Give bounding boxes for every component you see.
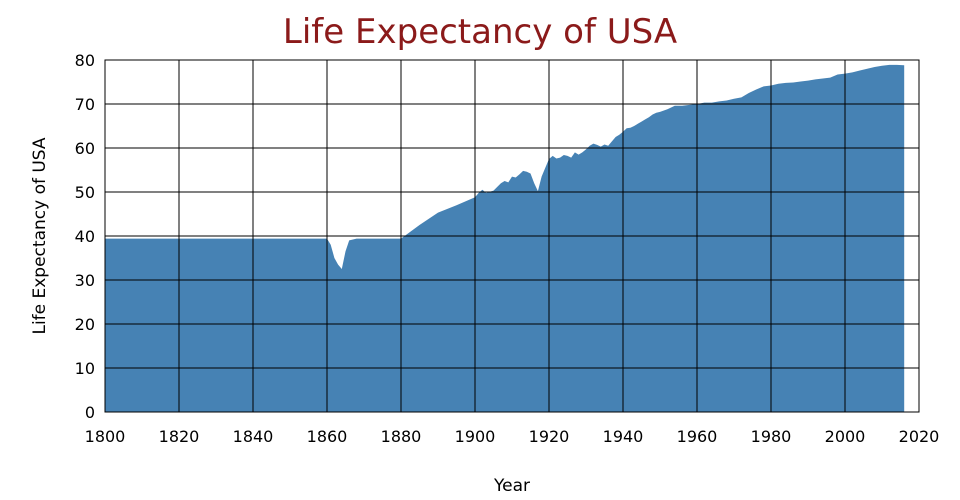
y-tick-label-20: 20: [75, 315, 95, 334]
y-axis-label: Life Expectancy of USA: [30, 137, 50, 334]
x-tick-label-1960: 1960: [677, 427, 718, 446]
x-tick-label-1900: 1900: [455, 427, 496, 446]
y-tick-label-60: 60: [75, 139, 95, 158]
x-tick-label-1820: 1820: [159, 427, 200, 446]
x-tick-label-1940: 1940: [603, 427, 644, 446]
x-tick-label-1860: 1860: [307, 427, 348, 446]
x-tick-label-1880: 1880: [381, 427, 422, 446]
area-layer: [105, 64, 905, 412]
y-tick-label-10: 10: [75, 359, 95, 378]
y-tick-label-40: 40: [75, 227, 95, 246]
x-axis-label: Year: [493, 476, 530, 496]
chart-title: Life Expectancy of USA: [283, 12, 677, 52]
x-tick-label-1980: 1980: [751, 427, 792, 446]
y-tick-label-80: 80: [75, 51, 95, 70]
x-tick-label-1840: 1840: [233, 427, 274, 446]
life-expectancy-area: [105, 64, 905, 412]
y-tick-label-70: 70: [75, 95, 95, 114]
plot-frame: [104, 59, 920, 413]
x-tick-label-2000: 2000: [825, 427, 866, 446]
y-tick-label-0: 0: [85, 403, 95, 422]
x-axis: 1800 1820 1840 1860 1880 1900 1920 1940 1960 1980…: [85, 427, 940, 446]
y-tick-label-30: 30: [75, 271, 95, 290]
y-tick-label-50: 50: [75, 183, 95, 202]
x-tick-label-2020: 2020: [899, 427, 940, 446]
y-axis: 0 10 20 30 40 50 60 70 80: [75, 51, 95, 422]
x-tick-label-1800: 1800: [85, 427, 126, 446]
x-tick-label-1920: 1920: [529, 427, 570, 446]
